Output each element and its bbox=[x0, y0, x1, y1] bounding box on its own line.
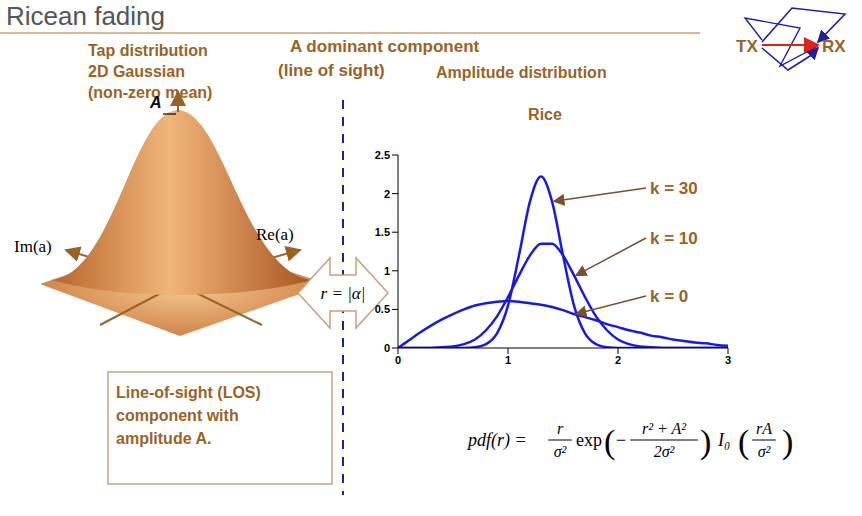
svg-text:2: 2 bbox=[615, 354, 621, 366]
svg-text:σ²: σ² bbox=[758, 443, 772, 460]
svg-text:0: 0 bbox=[384, 342, 390, 354]
svg-text:I₀: I₀ bbox=[717, 430, 730, 450]
svg-text:−: − bbox=[616, 430, 626, 450]
svg-text:2: 2 bbox=[384, 188, 390, 200]
svg-text:): ) bbox=[782, 423, 793, 461]
svg-text:3: 3 bbox=[725, 354, 731, 366]
svg-text:r² + A²: r² + A² bbox=[642, 420, 687, 437]
svg-text:2σ²: 2σ² bbox=[654, 443, 676, 460]
svg-text:0: 0 bbox=[395, 354, 401, 366]
svg-text:component with: component with bbox=[116, 407, 239, 424]
svg-text:Im(a): Im(a) bbox=[14, 237, 52, 256]
svg-text:2.5: 2.5 bbox=[375, 149, 390, 161]
svg-text:Tap distribution: Tap distribution bbox=[88, 42, 208, 59]
svg-text:Amplitude distribution: Amplitude distribution bbox=[436, 64, 607, 81]
svg-text:r: r bbox=[557, 420, 564, 437]
svg-text:A dominant component: A dominant component bbox=[290, 37, 480, 56]
svg-text:Line-of-sight (LOS): Line-of-sight (LOS) bbox=[116, 384, 261, 401]
svg-text:(: ( bbox=[738, 423, 749, 461]
svg-text:pdf(r) =: pdf(r) = bbox=[466, 430, 527, 451]
svg-text:σ²: σ² bbox=[554, 443, 568, 460]
svg-text:k = 10: k = 10 bbox=[650, 229, 698, 248]
svg-text:0.5: 0.5 bbox=[375, 303, 390, 315]
svg-text:Re(a): Re(a) bbox=[256, 225, 294, 244]
svg-text:(line of sight): (line of sight) bbox=[278, 61, 385, 80]
svg-text:Ricean fading: Ricean fading bbox=[6, 1, 165, 31]
svg-text:Rice: Rice bbox=[528, 106, 562, 123]
svg-text:k = 0: k = 0 bbox=[650, 287, 688, 306]
svg-text:1: 1 bbox=[384, 265, 390, 277]
svg-text:k = 30: k = 30 bbox=[650, 179, 698, 198]
svg-text:RX: RX bbox=[822, 37, 846, 56]
svg-text:1: 1 bbox=[505, 354, 511, 366]
svg-text:amplitude A.: amplitude A. bbox=[116, 430, 211, 447]
svg-text:(non-zero mean): (non-zero mean) bbox=[88, 84, 213, 101]
svg-text:TX: TX bbox=[736, 37, 758, 56]
svg-text:rA: rA bbox=[756, 420, 772, 437]
svg-text:(: ( bbox=[604, 423, 615, 461]
svg-text:1.5: 1.5 bbox=[375, 226, 390, 238]
svg-text:exp: exp bbox=[576, 430, 602, 450]
svg-text:A: A bbox=[149, 94, 162, 111]
svg-text:): ) bbox=[700, 423, 711, 461]
svg-text:r = |α|: r = |α| bbox=[321, 284, 366, 303]
svg-text:2D Gaussian: 2D Gaussian bbox=[88, 63, 185, 80]
